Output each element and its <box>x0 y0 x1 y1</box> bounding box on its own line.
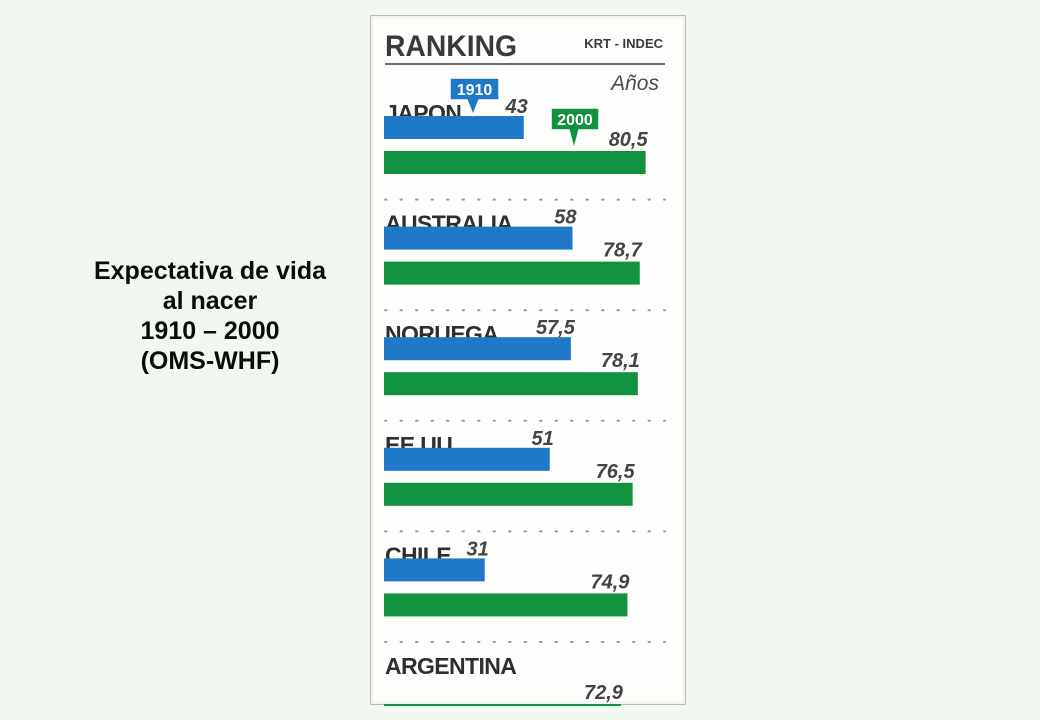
bar-2000-noruega <box>384 372 638 396</box>
caption-line-4: (OMS-WHF) <box>140 347 280 375</box>
value-label-1910-japon: 43 <box>505 96 528 118</box>
bar-2000-argentina <box>384 704 621 706</box>
bar-1910-japon <box>384 116 524 139</box>
legend-label-1910: 1910 <box>457 82 493 99</box>
caption-line-1: Expectativa de vida <box>93 257 327 285</box>
caption-line-3: 1910 – 2000 <box>140 317 280 345</box>
value-label-2000-japon: 80,5 <box>609 129 649 151</box>
bar-2000-chile <box>384 593 628 617</box>
bar-2000-eeuu <box>384 482 633 506</box>
legend-callout-2000 <box>550 107 600 152</box>
legend-label-2000: 2000 <box>557 112 593 129</box>
bar-1910-eeuu <box>384 447 550 471</box>
chart-title: RANKING <box>385 30 517 63</box>
value-label-2000-noruega: 78,1 <box>601 350 640 372</box>
value-label-1910-eeuu: 51 <box>532 428 554 450</box>
value-label-2000-eeuu: 76,5 <box>596 461 636 483</box>
value-label-2000-argentina: 72,9 <box>584 682 624 704</box>
bar-2000-australia <box>384 261 640 285</box>
value-label-2000-chile: 74,9 <box>590 571 630 593</box>
caption-line-2: al nacer <box>162 287 258 315</box>
value-label-1910-chile: 31 <box>467 538 489 560</box>
bar-1910-chile <box>384 558 485 582</box>
ranking-panel: RANKING KRT - INDEC Años JAPON 43 80,5 1910… <box>370 15 686 706</box>
unit-label: Años <box>609 72 659 95</box>
chart-caption: Expectativa de vida al nacer 1910 – 2000… <box>30 256 390 376</box>
legend-callout-1910 <box>449 77 500 118</box>
bar-1910-australia <box>384 226 573 250</box>
bar-1910-noruega <box>384 337 571 361</box>
value-label-2000-australia: 78,7 <box>603 240 643 262</box>
value-label-1910-noruega: 57,5 <box>536 317 576 339</box>
ranking-chart: RANKING KRT - INDEC Años JAPON 4380,51910… <box>384 30 666 706</box>
category-label-argentina: ARGENTINA <box>385 653 516 679</box>
value-label-1910-australia: 58 <box>554 207 577 229</box>
chart-source: KRT - INDEC <box>584 36 663 51</box>
bar-2000-japon <box>384 151 646 174</box>
